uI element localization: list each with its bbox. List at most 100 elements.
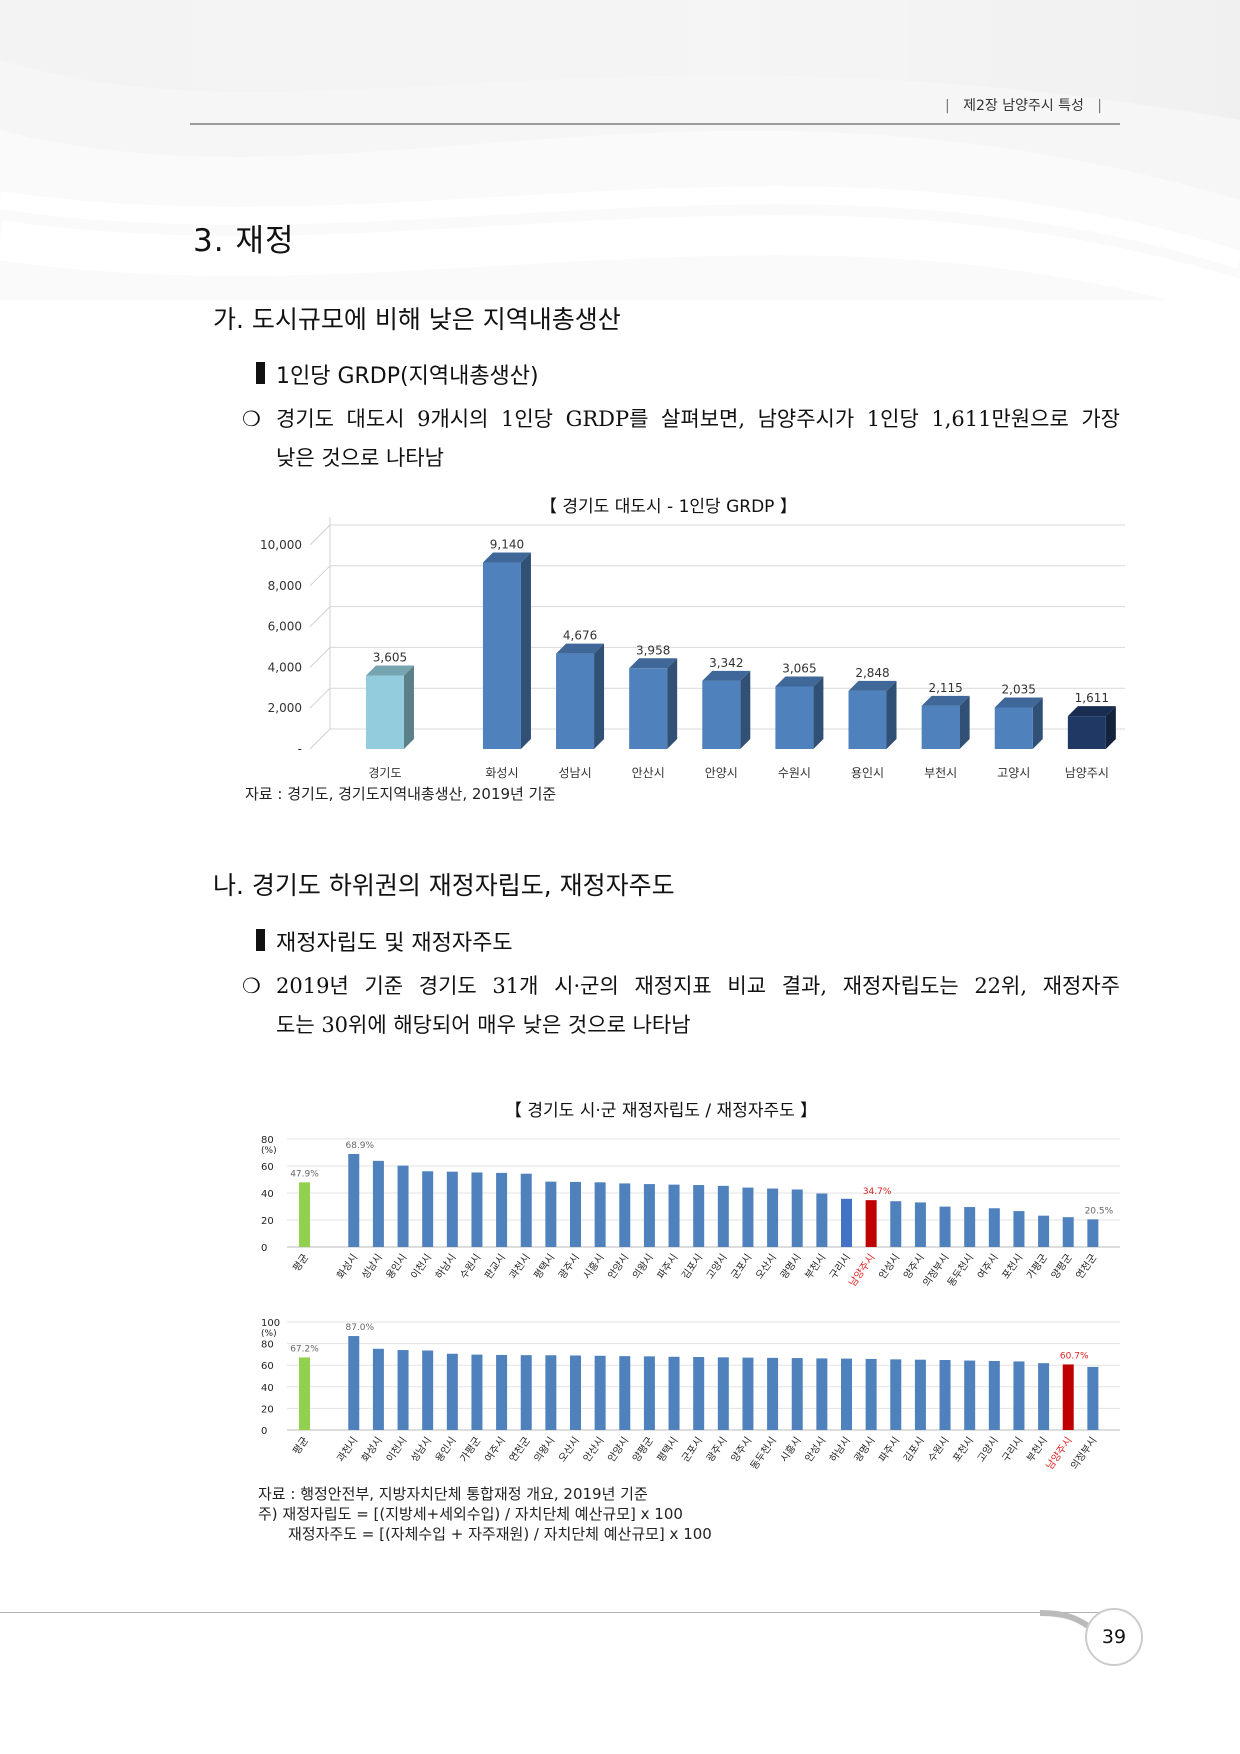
bar bbox=[619, 1356, 631, 1430]
bar bbox=[988, 1208, 1000, 1247]
para-a-line1: 경기도 대도시 9개시의 1인당 GRDP를 살펴보면, 남양주시가 1인당 1… bbox=[276, 407, 1120, 431]
bar bbox=[446, 1353, 458, 1430]
para-a-line2: 낮은 것으로 나타남 bbox=[276, 446, 444, 470]
footer-rule bbox=[0, 1612, 1120, 1613]
bar-top bbox=[556, 643, 605, 654]
bar bbox=[939, 1360, 951, 1430]
header-rule bbox=[190, 123, 1120, 125]
x-category-label: 화성시 bbox=[485, 766, 518, 780]
bar-top bbox=[365, 665, 414, 676]
chapter-title: 제2장 남양주시 특성 bbox=[963, 98, 1084, 114]
bar bbox=[1038, 1363, 1050, 1430]
bar bbox=[299, 1357, 310, 1430]
bar-top bbox=[994, 697, 1043, 708]
y-tick-label: 4,000 bbox=[268, 660, 302, 674]
bar bbox=[890, 1201, 902, 1247]
bar bbox=[545, 1355, 557, 1430]
bar bbox=[299, 1182, 310, 1247]
gridline-diagonal bbox=[309, 524, 331, 546]
bar bbox=[643, 1356, 655, 1430]
bar bbox=[1038, 1215, 1050, 1247]
bar-side bbox=[403, 665, 414, 749]
x-category-label: 안양시 bbox=[606, 1435, 632, 1464]
bar-top bbox=[482, 552, 531, 563]
y-tick-label: 100 bbox=[261, 1318, 280, 1329]
x-category-label: 양평군 bbox=[1049, 1252, 1075, 1281]
x-category-label: 광명시 bbox=[852, 1435, 878, 1464]
bar bbox=[702, 680, 741, 749]
y-tick-label: 60 bbox=[261, 1361, 274, 1372]
bar bbox=[520, 1173, 532, 1247]
x-category-label: 부천시 bbox=[924, 765, 957, 780]
bar-value-label: 3,342 bbox=[709, 656, 743, 670]
y-tick-label: 0 bbox=[261, 1426, 267, 1437]
bar-value-label: 20.5% bbox=[1085, 1206, 1114, 1216]
bar bbox=[422, 1171, 434, 1247]
x-category-label: 평택시 bbox=[655, 1435, 681, 1464]
bar bbox=[643, 1184, 655, 1247]
bar bbox=[1062, 1217, 1074, 1247]
bar-value-label: 4,676 bbox=[563, 629, 597, 643]
gridline-diagonal bbox=[309, 687, 331, 709]
x-category-label: 동두천시 bbox=[945, 1252, 976, 1289]
x-category-label: 이천시 bbox=[408, 1252, 434, 1281]
x-category-label: 판교시 bbox=[482, 1252, 508, 1281]
x-category-label: 군포시 bbox=[729, 1252, 755, 1281]
fiscal-note-1: 주) 재정자립도 = [(지방세+세외수입) / 자치단체 예산규모] x 10… bbox=[258, 1505, 683, 1523]
fiscal-note-2: 재정자주도 = [(자체수입 + 자주재원) / 자치단체 예산규모] x 10… bbox=[288, 1525, 712, 1543]
bar bbox=[865, 1200, 877, 1247]
bar bbox=[482, 562, 521, 749]
grdp-bar-chart: - 2,000 4,000 6,000 8,000 10,000 3,605 경기도 9,140… bbox=[260, 517, 1125, 780]
bar-value-label: 2,035 bbox=[1002, 682, 1036, 696]
x-category-label: 안산시 bbox=[581, 1435, 607, 1464]
bar bbox=[372, 1348, 384, 1430]
y-tick-label: 40 bbox=[261, 1189, 274, 1200]
bar bbox=[841, 1198, 852, 1247]
grdp-chart-title: 【 경기도 대도시 - 1인당 GRDP 】 bbox=[540, 497, 797, 517]
bar-side bbox=[667, 658, 678, 749]
x-category-label: 동두천시 bbox=[748, 1435, 779, 1472]
bar bbox=[848, 690, 887, 749]
subsection-a-heading: 1인당 GRDP(지역내총생산) bbox=[256, 358, 539, 390]
x-category-label: 평균 bbox=[291, 1252, 311, 1274]
y-tick-label: 40 bbox=[261, 1383, 274, 1394]
x-category-label: 과천시 bbox=[507, 1252, 533, 1281]
x-category-label: 평택시 bbox=[532, 1252, 558, 1281]
bar bbox=[668, 1356, 680, 1430]
x-category-label: 연천군 bbox=[1074, 1252, 1100, 1281]
y-tick-label: 8,000 bbox=[268, 579, 302, 593]
bar bbox=[545, 1181, 557, 1247]
x-category-label: 수원시 bbox=[778, 766, 811, 780]
bar bbox=[1062, 1364, 1074, 1430]
x-category-label: 이천시 bbox=[384, 1435, 410, 1464]
x-category-label: 파주시 bbox=[877, 1435, 903, 1464]
bar-value-label: 3,065 bbox=[782, 661, 816, 675]
x-category-label: 남양주시 bbox=[847, 1252, 878, 1289]
bar bbox=[994, 707, 1033, 749]
y-tick-label: 20 bbox=[261, 1216, 274, 1227]
bar-value-label: 60.7% bbox=[1060, 1351, 1089, 1361]
bar-side bbox=[1032, 697, 1043, 749]
x-category-label: 의왕시 bbox=[630, 1252, 656, 1281]
bar bbox=[348, 1336, 360, 1430]
square-bullet-icon bbox=[256, 929, 265, 951]
bar bbox=[570, 1181, 581, 1247]
x-category-label: 시흥시 bbox=[580, 1251, 606, 1281]
bar-value-label: 1,611 bbox=[1075, 691, 1109, 705]
x-category-label: 평균 bbox=[291, 1435, 311, 1457]
bar bbox=[791, 1189, 803, 1247]
bar bbox=[496, 1354, 508, 1430]
y-tick-label: 10,000 bbox=[260, 538, 302, 552]
bar-value-label: 2,848 bbox=[855, 666, 889, 680]
bar bbox=[693, 1185, 705, 1247]
bar bbox=[471, 1354, 483, 1430]
x-category-label: 가평군 bbox=[1024, 1252, 1050, 1281]
subsection-b-heading: 재정자립도 및 재정자주도 bbox=[256, 925, 513, 957]
para-b-line2: 도는 30위에 해당되어 매우 낮은 것으로 나타남 bbox=[276, 1013, 691, 1037]
x-category-label: 수원시 bbox=[458, 1252, 484, 1281]
x-category-label: 포천시 bbox=[950, 1435, 976, 1464]
x-category-label: 과천시 bbox=[335, 1435, 361, 1464]
bar bbox=[520, 1355, 532, 1430]
y-tick-label: 0 bbox=[261, 1243, 267, 1254]
x-category-label: 가평군 bbox=[458, 1435, 484, 1464]
